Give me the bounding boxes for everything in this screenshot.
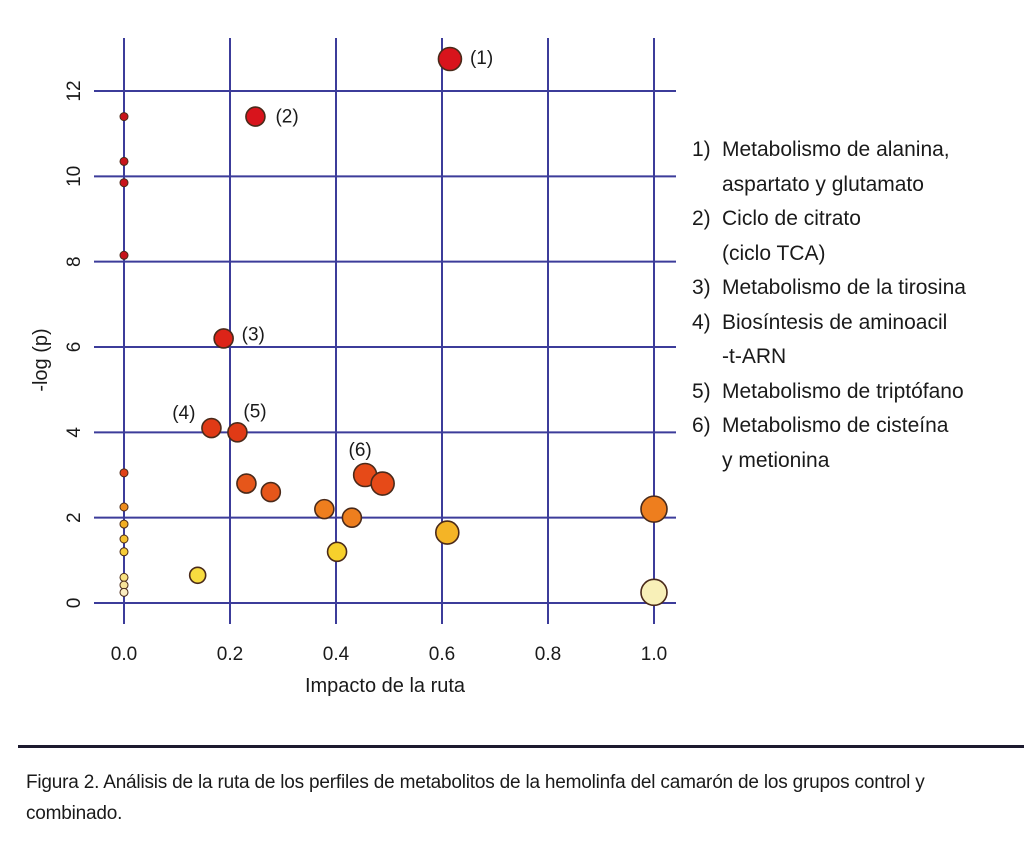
data-point (119, 587, 129, 597)
legend-number: 3) (692, 276, 711, 299)
legend-number (692, 340, 722, 375)
legend-item: (ciclo TCA) (692, 237, 1020, 272)
legend-number (692, 444, 722, 479)
pathway-legend: 1) Metabolismo de alanina, aspartato y glu… (692, 133, 1020, 478)
x-tick-label: 0.2 (217, 644, 243, 665)
x-tick-label: 1.0 (641, 644, 667, 665)
data-point (314, 498, 335, 520)
x-tick-label: 0.0 (111, 644, 137, 665)
data-points (119, 46, 668, 607)
data-point (188, 566, 207, 585)
legend-item: 6) Metabolismo de cisteína (692, 409, 1020, 444)
data-point (370, 471, 395, 496)
caption-text: Análisis de la ruta de los perfiles de m… (26, 772, 925, 824)
data-point (341, 507, 363, 528)
x-tick-label: 0.6 (429, 644, 455, 665)
point-label: (4) (172, 403, 195, 424)
caption-divider (18, 745, 1024, 748)
data-point (437, 46, 463, 72)
figure-caption: Figura 2. Análisis de la ruta de los per… (26, 767, 1006, 829)
point-label: (5) (243, 401, 266, 422)
data-point (119, 519, 129, 529)
data-point (213, 328, 234, 349)
data-point (119, 468, 129, 478)
legend-number: 1) (692, 138, 711, 161)
legend-number (692, 237, 722, 272)
plot-grid (94, 38, 676, 624)
legend-item: -t-ARN (692, 340, 1020, 375)
data-point (236, 473, 257, 494)
data-point (119, 112, 129, 122)
legend-text: (ciclo TCA) (722, 241, 826, 265)
legend-number: 5) (692, 379, 711, 403)
point-label: (6) (349, 440, 372, 461)
axis-ticks: 0.0 0.2 0.4 0.6 0.8 1.0 0 2 4 6 8 10 12 (64, 80, 667, 665)
legend-text: Metabolismo de cisteína (722, 414, 949, 437)
legend-item: 2) Ciclo de citrato (692, 202, 1020, 237)
y-tick-label: 12 (64, 80, 85, 101)
y-tick-label: 4 (64, 427, 85, 438)
y-tick-label: 8 (64, 256, 85, 267)
data-point (201, 417, 222, 439)
legend-text: -t-ARN (722, 345, 787, 368)
legend-text: Metabolismo de triptófano (722, 379, 964, 403)
legend-item: 5) Metabolismo de triptófano (692, 375, 1020, 410)
data-point (119, 156, 129, 166)
data-point (227, 422, 248, 443)
data-point (119, 547, 129, 557)
y-tick-label: 6 (64, 342, 85, 353)
legend-text: Metabolismo de alanina, (722, 138, 950, 161)
data-point (434, 520, 460, 545)
point-labels: (1) (2) (3) (4) (5) (6) (172, 48, 493, 461)
data-point (119, 250, 129, 260)
data-point (119, 178, 129, 188)
legend-text: Metabolismo de la tirosina (722, 276, 966, 299)
legend-item: aspartato y glutamato (692, 168, 1020, 203)
legend-number (692, 168, 722, 203)
caption-label: Figura 2. (26, 772, 100, 793)
legend-text: aspartato y glutamato (722, 172, 924, 196)
data-point (119, 572, 129, 582)
y-axis-title: -log (p) (30, 328, 52, 391)
point-label: (3) (242, 324, 265, 345)
legend-item: 3) Metabolismo de la tirosina (692, 271, 1020, 306)
data-point (326, 541, 348, 563)
x-tick-label: 0.8 (535, 644, 561, 665)
x-tick-label: 0.4 (323, 644, 350, 665)
legend-number: 2) (692, 207, 711, 230)
legend-text: Ciclo de citrato (722, 207, 861, 230)
data-point (640, 578, 668, 607)
data-point (260, 481, 282, 503)
point-label: (1) (470, 48, 493, 69)
y-tick-label: 0 (64, 598, 85, 609)
y-tick-label: 2 (64, 512, 85, 523)
legend-text: y metionina (722, 448, 830, 472)
y-tick-label: 10 (64, 166, 85, 187)
legend-number: 4) (692, 310, 711, 334)
legend-text: Biosíntesis de aminoacil (722, 310, 948, 334)
data-point (245, 106, 266, 127)
legend-item: y metionina (692, 444, 1020, 479)
legend-number: 6) (692, 414, 711, 437)
legend-item: 4) Biosíntesis de aminoacil (692, 306, 1020, 341)
legend-item: 1) Metabolismo de alanina, (692, 133, 1020, 168)
data-point (119, 502, 129, 512)
data-point (119, 534, 129, 544)
pathway-impact-scatter-plot: 0.0 0.2 0.4 0.6 0.8 1.0 0 2 4 6 8 10 12 (1) (2) (3) (4)… (30, 38, 676, 697)
x-axis-title: Impacto de la ruta (305, 675, 466, 697)
point-label: (2) (275, 107, 298, 128)
data-point (640, 495, 668, 523)
